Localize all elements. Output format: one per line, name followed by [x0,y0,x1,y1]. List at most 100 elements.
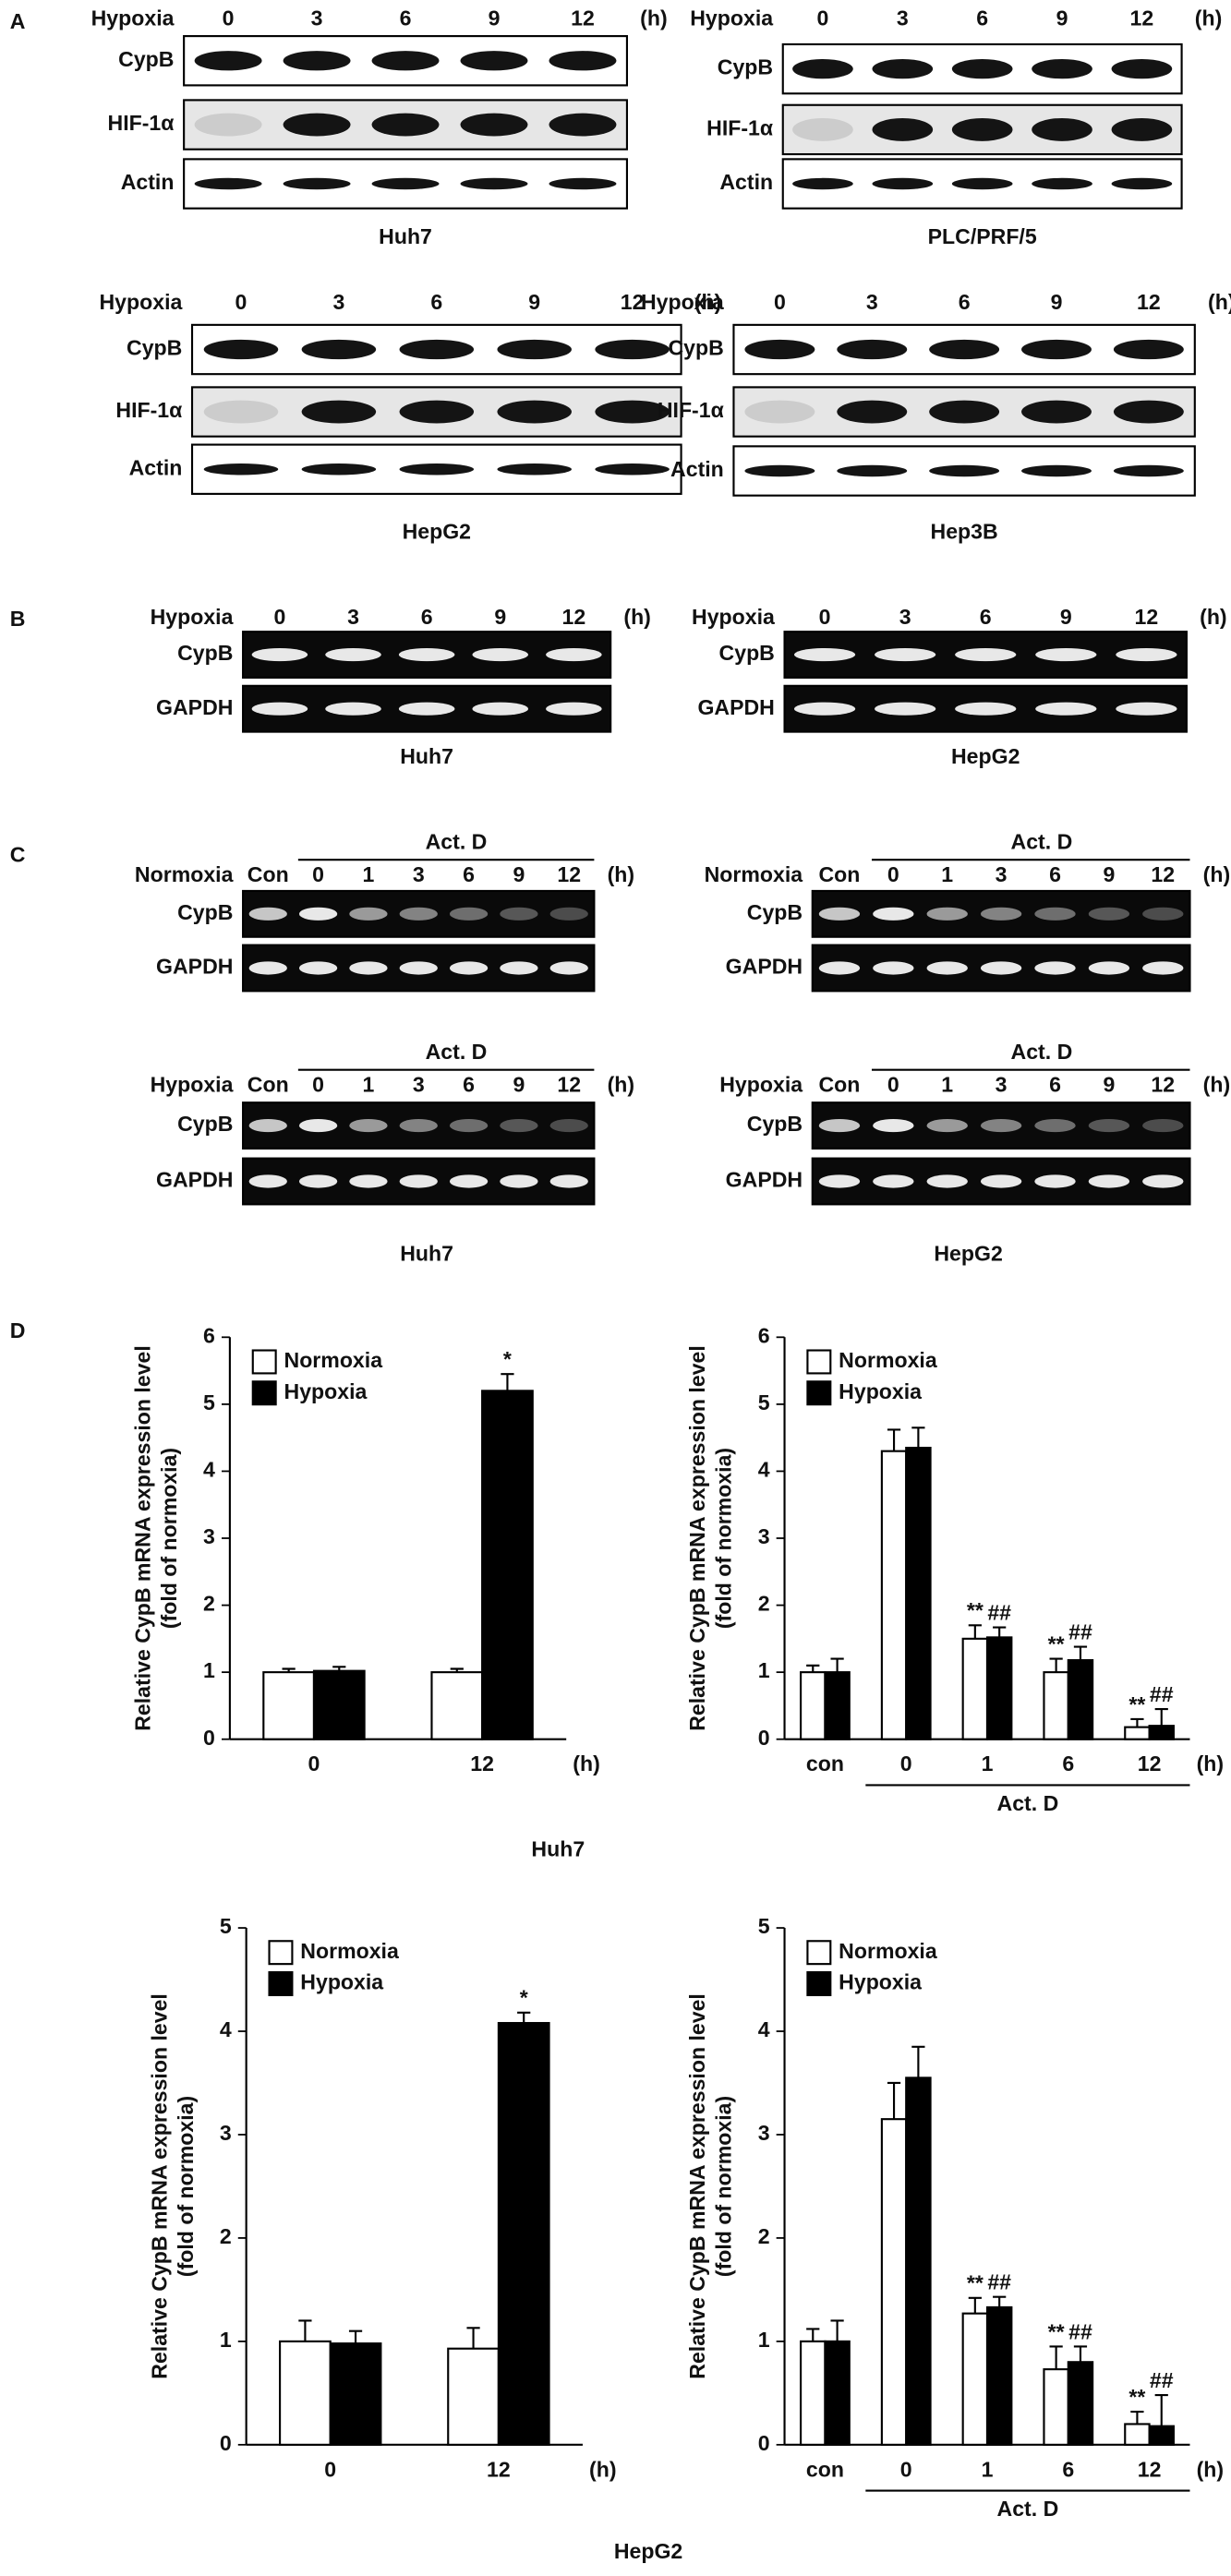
error-bar [450,1667,464,1673]
y-axis-label: Relative CypB mRNA expression level [685,1993,709,2379]
lane-label: 0 [312,862,324,886]
cell-line-label: HepG2 [614,2539,682,2563]
bar [312,1669,366,1740]
band [929,339,1000,360]
band [1034,907,1076,921]
bar [961,1637,989,1740]
band [873,1174,914,1188]
bar [279,2340,332,2446]
y-tick-label: 4 [758,2017,770,2041]
x-tick-label: con [806,1751,844,1776]
unit-label: (h) [1203,1073,1231,1097]
row-label: CypB [177,900,233,924]
y-tick-label: 3 [203,1524,215,1548]
lane-label: 9 [513,1073,525,1097]
band [818,961,861,975]
significance-label: ## [987,1600,1011,1624]
band [926,961,968,975]
lane-label: 9 [1060,605,1072,629]
band [872,177,934,190]
band [497,400,572,424]
y-tick-label: 3 [220,2121,232,2145]
lane-label: 0 [223,6,235,30]
band [399,907,438,921]
legend-label: Normoxia [284,1348,383,1372]
band [298,1174,338,1188]
band [298,961,338,975]
x-tick-label: 0 [308,1751,320,1776]
band [793,702,856,716]
row-label: CypB [118,47,174,71]
lane-label: Con [247,1073,289,1097]
lane-label: Con [818,1073,860,1097]
band [1113,339,1184,360]
panel-label: C [10,843,26,867]
error-bar [968,2296,982,2314]
y-tick-label: 1 [758,2328,770,2352]
lane-label: 3 [897,6,909,30]
lane-label: 12 [1135,605,1159,629]
band [549,177,617,190]
band [595,400,670,424]
row-label: HIF-1α [658,398,724,422]
lane-label: 3 [413,1073,425,1097]
legend-swatch [268,1970,294,1996]
lane-label: 9 [1103,862,1115,886]
bar [262,1671,316,1740]
lane-label: 12 [621,290,645,314]
bar [800,1671,827,1740]
band [929,400,1000,424]
significance-label: ** [1128,1692,1145,1716]
band [283,51,351,71]
cell-line-label: HepG2 [403,520,471,544]
y-tick-label: 2 [203,1592,215,1616]
lane-label: 12 [562,605,586,629]
error-bar [1049,2345,1063,2370]
band [349,1118,388,1133]
band [325,647,381,662]
band [980,1118,1022,1133]
band [1032,177,1092,190]
band [926,1118,968,1133]
band [349,961,388,975]
bar [1067,1659,1094,1740]
band [926,1174,968,1188]
row-label: GAPDH [697,695,774,719]
significance-label: * [503,1347,512,1371]
band [818,907,861,921]
treatment-label: Act. D [1011,1040,1073,1064]
panel-label: A [10,9,26,33]
band [546,702,602,716]
unit-label: (h) [623,605,651,629]
band [1021,464,1092,477]
band [955,702,1017,716]
y-tick-label: 3 [758,2121,770,2145]
significance-label: ** [1048,2319,1065,2343]
band [951,177,1013,190]
band [793,647,856,662]
band [1032,58,1092,79]
band [301,463,377,475]
band [1035,702,1097,716]
band [399,339,475,360]
band [549,51,617,71]
lane-label: 1 [941,862,953,886]
lane-label: 12 [1130,6,1154,30]
band [872,117,934,141]
y-tick-label: 6 [203,1323,215,1347]
band [298,907,338,921]
lane-label: 0 [235,290,247,314]
row-label: GAPDH [726,1168,803,1192]
row-label: CypB [127,336,182,360]
band [371,113,440,137]
band [549,1118,588,1133]
bar [1148,2425,1175,2446]
lane-label: 3 [996,1073,1008,1097]
lane-label: 0 [817,6,829,30]
lane-label: 9 [513,862,525,886]
x-unit-label: (h) [1197,2457,1225,2481]
row-label: CypB [718,55,773,79]
x-tick-label: 0 [324,2457,336,2481]
error-bar [830,1657,844,1673]
x-tick-label: 12 [470,1751,494,1776]
